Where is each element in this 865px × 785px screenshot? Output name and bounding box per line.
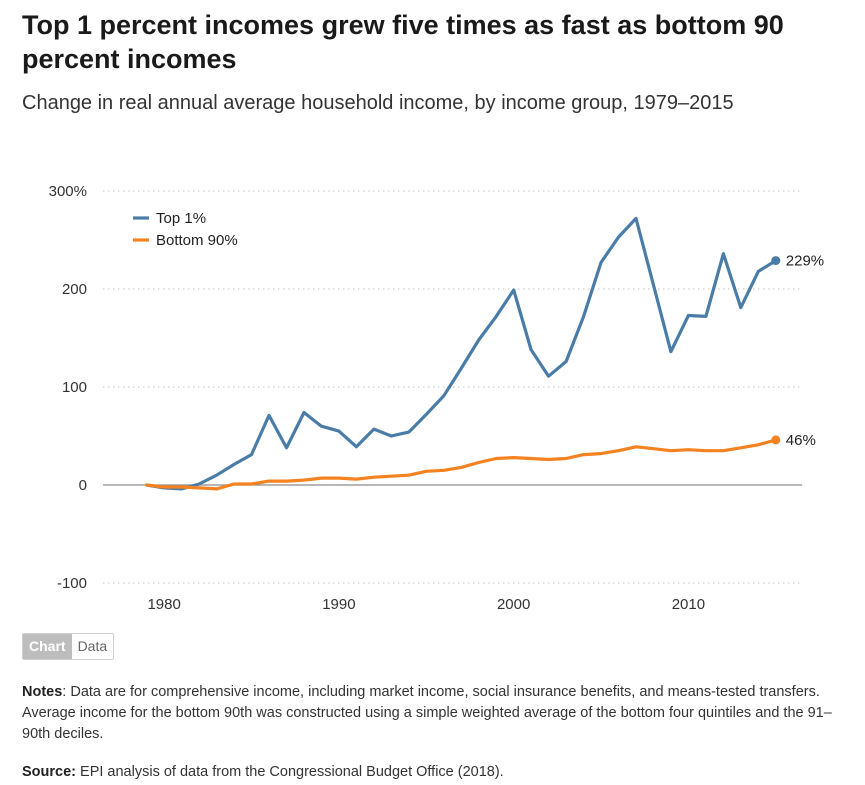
y-tick-label: 100 [62,379,87,396]
source: Source: EPI analysis of data from the Co… [22,762,842,782]
series-end-label: 46% [786,432,816,449]
x-tick-label: 1980 [147,596,180,613]
chart-title: Top 1 percent incomes grew five times as… [22,10,784,74]
y-tick-label: 0 [79,477,87,494]
x-tick-label: 2000 [497,596,530,613]
legend: Top 1% Bottom 90% [133,210,238,249]
y-tick-label: 300% [49,183,87,200]
series-line-bottom-90 [145,438,778,491]
chart-subtitle: Change in real annual average household … [22,92,734,114]
series-end-label: 229% [786,253,824,270]
legend-label: Top 1% [156,210,206,227]
line-chart: -100 0 100 200 300% 1980 1990 2000 2010 229% 46%… [49,183,825,613]
series-line-top-1 [145,216,778,491]
series-endpoint-marker [771,435,781,445]
legend-label: Bottom 90% [156,232,238,249]
series-lines: 229% 46% [145,216,824,491]
source-text: EPI analysis of data from the Congressio… [76,764,504,780]
x-tick-label: 2010 [672,596,705,613]
x-axis-ticks: 1980 1990 2000 2010 [147,596,705,613]
y-axis-ticks: -100 0 100 200 300% [49,183,87,592]
series-endpoint-marker [771,256,781,266]
gridlines [103,190,802,584]
notes-text: : Data are for comprehensive income, inc… [22,684,832,742]
y-tick-label: 200 [62,281,87,298]
notes-label: Notes [22,684,63,700]
source-label: Source: [22,764,76,780]
y-tick-label: -100 [57,575,87,592]
chart-tab[interactable]: Chart [23,634,72,659]
notes: Notes: Data are for comprehensive income… [22,682,842,745]
view-toggle[interactable]: Chart Data [22,633,115,660]
data-tab[interactable]: Data [71,634,114,659]
x-tick-label: 1990 [322,596,355,613]
